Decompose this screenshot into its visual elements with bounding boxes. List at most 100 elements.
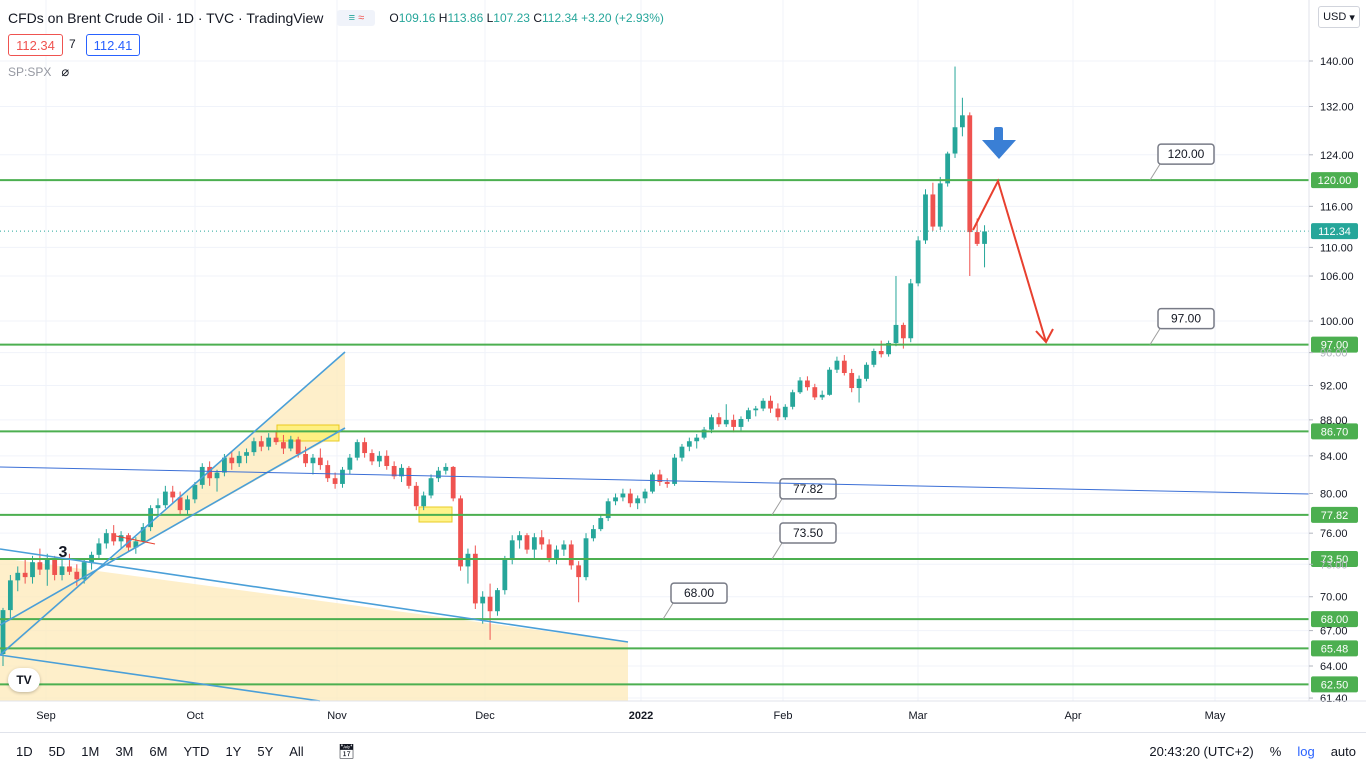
range-5d[interactable]: 5D — [48, 743, 66, 759]
price-tick-label: 96.00 — [1320, 348, 1348, 360]
price-axis[interactable]: 140.00 132.00 124.00 116.00 110.00 106.00 100.… — [1308, 0, 1354, 705]
candle-body — [819, 394, 825, 398]
candle-body — [664, 482, 670, 484]
level-axis-badge — [1311, 551, 1358, 568]
time-tick-label: Sep — [36, 710, 56, 722]
candle-body — [952, 127, 958, 154]
range-ytd[interactable]: YTD — [183, 743, 210, 759]
candle-body — [524, 535, 530, 550]
log-toggle[interactable]: log — [1297, 743, 1315, 759]
callout-pointer — [1149, 163, 1161, 181]
time-axis[interactable]: Sep Oct Nov Dec 2022 Feb Mar Apr May — [0, 700, 1366, 722]
candle-body — [834, 360, 840, 370]
time-tick-label: Dec — [475, 710, 495, 722]
candle-body — [775, 408, 781, 418]
range-5y[interactable]: 5Y — [257, 743, 274, 759]
level-axis-badge — [1311, 611, 1358, 628]
currency-select[interactable]: USD ▾ — [1318, 6, 1360, 28]
candle-body — [236, 455, 242, 464]
candle-body — [303, 453, 308, 464]
candle-body — [354, 442, 360, 458]
candle-body — [841, 360, 847, 374]
indicator-chip[interactable]: ≡ ≈ — [337, 10, 376, 26]
level-axis-badge — [1311, 676, 1358, 693]
price-tick-label: 70.00 — [1320, 592, 1348, 604]
candle-body — [871, 351, 877, 365]
time-tick-label: Mar — [909, 710, 928, 722]
candle-body — [347, 457, 353, 470]
candle-body — [657, 474, 663, 483]
candle-body — [738, 418, 744, 427]
candle-body — [539, 537, 545, 545]
callout-label: 68.00 — [684, 586, 714, 600]
candle-body — [945, 153, 951, 184]
candle-body — [369, 453, 375, 462]
tradingview-logo-icon[interactable]: TV — [8, 668, 40, 692]
candle-body — [864, 364, 869, 379]
range-1d[interactable]: 1D — [16, 743, 33, 759]
candle-body — [554, 549, 559, 558]
range-3m[interactable]: 3M — [115, 743, 134, 759]
candle-body — [605, 501, 611, 519]
candle-body — [627, 493, 633, 504]
callout-label: 73.50 — [793, 526, 823, 540]
candle-body — [214, 472, 220, 479]
channel-lower-line — [0, 427, 346, 626]
candle-body — [436, 470, 441, 479]
candle-body — [546, 544, 552, 558]
candle-body — [960, 115, 965, 128]
candle-body — [974, 232, 980, 244]
candle-body — [937, 183, 943, 227]
candle-body — [185, 499, 190, 511]
symbol-title[interactable]: CFDs on Brent Crude Oil · 1D · TVC · Tra… — [8, 10, 324, 26]
candle-body — [849, 373, 855, 389]
sell-price-button[interactable]: 112.34 — [8, 34, 63, 56]
percent-toggle[interactable]: % — [1269, 743, 1282, 759]
candle-body — [900, 324, 906, 339]
callout-pointer — [771, 542, 783, 560]
callout-pointer — [771, 498, 783, 516]
price-tick-label: 106.00 — [1320, 271, 1354, 283]
clock-timezone[interactable]: 20:43:20 (UTC+2) — [1149, 743, 1254, 759]
price-tick-label: 132.00 — [1320, 101, 1354, 113]
candle-body — [672, 457, 677, 484]
candle-body — [487, 596, 493, 612]
callout-label: 77.82 — [793, 482, 823, 496]
candle-body — [893, 324, 899, 344]
goto-date-icon[interactable]: 📅︎ — [337, 742, 356, 759]
candle-body — [495, 590, 500, 612]
auto-toggle[interactable]: auto — [1330, 743, 1356, 759]
range-1y[interactable]: 1Y — [225, 743, 242, 759]
candle-body — [583, 538, 589, 578]
price-tick-label: 76.00 — [1320, 528, 1348, 540]
level-axis-badge — [1311, 506, 1358, 523]
candle-body — [44, 559, 50, 570]
buy-price-button[interactable]: 112.41 — [86, 34, 140, 56]
eye-hidden-icon[interactable]: ⌀ — [61, 64, 70, 79]
price-tick-label: 140.00 — [1320, 56, 1354, 68]
price-tick-label: 124.00 — [1320, 150, 1354, 162]
callout-box — [1157, 143, 1215, 165]
candle-body — [760, 400, 766, 409]
candle-body — [450, 466, 456, 499]
candle-body — [340, 469, 345, 484]
range-all[interactable]: All — [289, 743, 304, 759]
candle-body — [251, 441, 257, 453]
highlight-box-1 — [276, 424, 340, 442]
candle-body — [930, 194, 936, 227]
range-6m[interactable]: 6M — [149, 743, 168, 759]
price-tick-label: 67.00 — [1320, 626, 1348, 638]
arrow-down-icon — [982, 140, 1016, 159]
candle-body — [281, 442, 286, 449]
candle-body — [591, 529, 596, 539]
candle-body — [362, 442, 368, 454]
candle-body — [74, 571, 80, 580]
candle-body — [7, 580, 13, 611]
candle-body — [399, 467, 404, 477]
candle-body — [967, 115, 973, 233]
candle-body — [273, 437, 279, 443]
compare-symbol-legend[interactable]: SP:SPX ⌀ — [8, 64, 69, 80]
candle-body — [805, 380, 810, 388]
range-1m[interactable]: 1M — [81, 743, 100, 759]
